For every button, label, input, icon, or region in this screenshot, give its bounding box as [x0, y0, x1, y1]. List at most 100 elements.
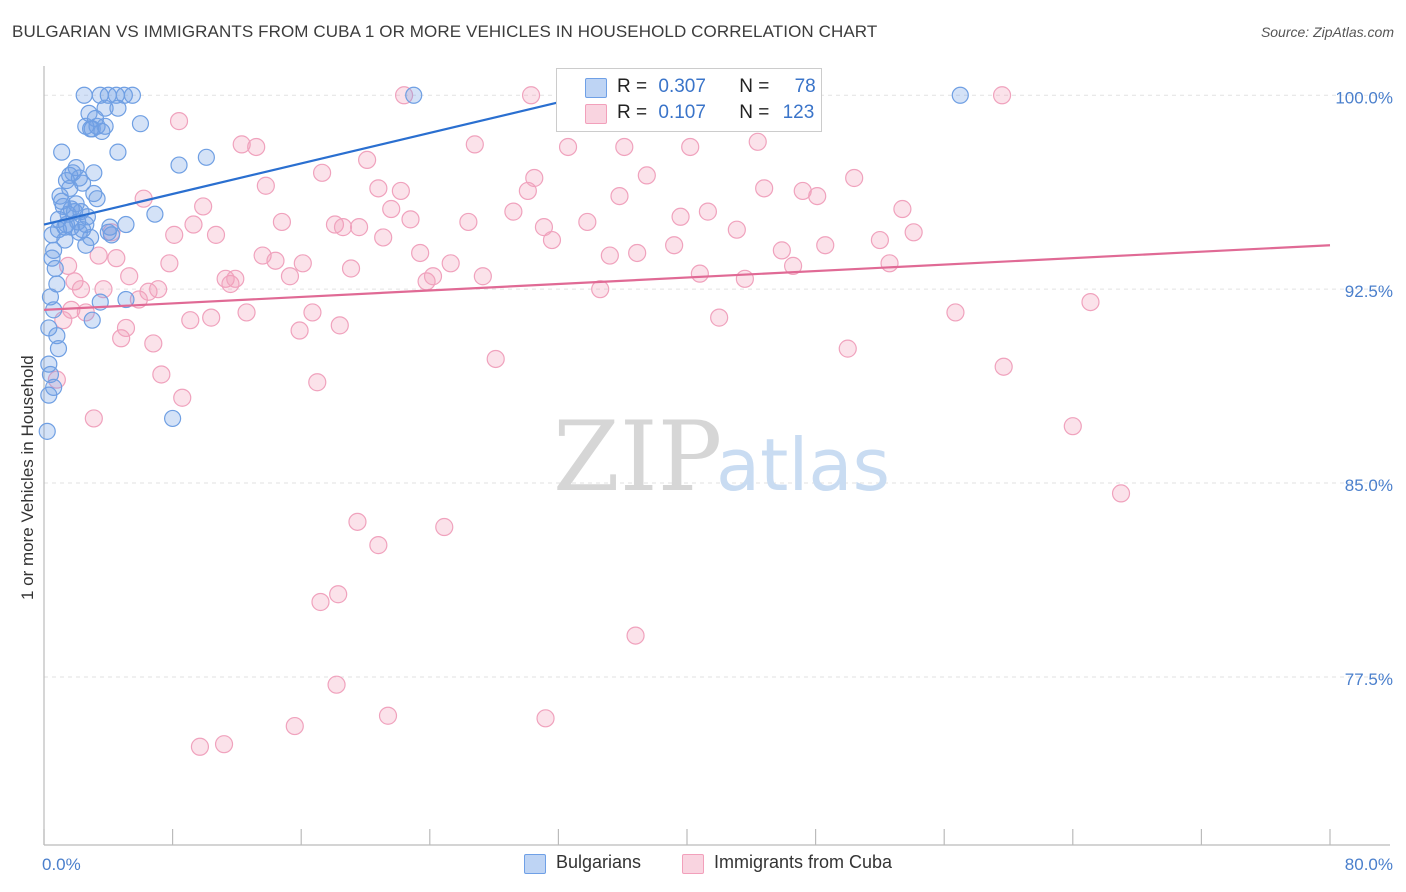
bottom-legend-swatch-bulgarians: [524, 854, 546, 874]
data-point-cuba: [329, 585, 348, 604]
data-point-cuba: [671, 207, 690, 226]
data-point-cuba: [84, 409, 103, 428]
data-point-cuba: [333, 218, 353, 237]
data-point-cuba: [665, 236, 684, 255]
data-point-cuba: [71, 280, 91, 299]
data-point-bulgarians: [53, 192, 71, 210]
axes: [43, 66, 1390, 846]
data-point-cuba: [266, 251, 285, 270]
data-point-cuba: [893, 199, 912, 219]
data-point-cuba: [285, 716, 304, 736]
y-tick-label: 85.0%: [1345, 476, 1393, 495]
data-point-cuba: [600, 246, 619, 265]
data-point-cuba: [1063, 417, 1082, 436]
legend-n-value-cuba: 123: [782, 102, 815, 123]
data-point-cuba: [558, 137, 578, 157]
data-point-bulgarians: [49, 340, 68, 358]
data-point-bulgarians: [117, 290, 135, 309]
bottom-legend-label-bulgarians: Bulgarians: [556, 852, 642, 872]
series-bulgarians-points: [38, 86, 969, 440]
data-point-cuba: [904, 223, 923, 242]
data-point-bulgarians: [40, 386, 58, 404]
data-point-cuba: [748, 132, 767, 151]
data-point-cuba: [256, 176, 275, 195]
tick-labels: 100.0% 92.5% 85.0% 77.5% 0.0% 80.0%: [42, 88, 1393, 874]
data-point-bulgarians: [96, 117, 114, 135]
data-point-bulgarians: [38, 422, 56, 440]
data-point-cuba: [214, 735, 234, 754]
data-point-bulgarians: [109, 143, 127, 161]
data-point-cuba: [152, 365, 171, 384]
data-point-bulgarians: [405, 86, 423, 104]
data-point-cuba: [473, 267, 492, 286]
data-point-cuba: [348, 512, 367, 531]
bottom-legend-swatch-cuba: [682, 854, 704, 874]
data-point-bulgarians: [85, 184, 103, 203]
trend-line-bulgarians: [43, 99, 567, 226]
data-point-cuba: [710, 308, 729, 327]
data-point-cuba: [382, 199, 401, 219]
y-tick-label: 100.0%: [1335, 88, 1393, 107]
data-point-cuba: [486, 349, 505, 369]
data-point-cuba: [349, 218, 369, 237]
legend-n-label: N =: [739, 102, 770, 123]
data-point-cuba: [374, 228, 393, 247]
data-point-bulgarians: [146, 205, 164, 223]
data-point-cuba: [870, 230, 890, 250]
data-point-cuba: [330, 316, 349, 335]
data-point-cuba: [94, 280, 113, 299]
data-point-cuba: [237, 303, 256, 322]
data-point-cuba: [690, 264, 709, 283]
data-point-cuba: [610, 186, 629, 206]
data-point-cuba: [591, 280, 610, 299]
data-point-cuba: [216, 269, 235, 288]
data-point-bulgarians: [88, 190, 106, 208]
data-point-cuba: [534, 218, 554, 237]
data-point-bulgarians: [48, 327, 66, 345]
x-tick-label-min: 0.0%: [42, 855, 81, 874]
legend-swatch-cuba: [585, 104, 607, 124]
data-point-cuba: [542, 230, 562, 250]
data-point-cuba: [369, 179, 388, 198]
data-point-cuba: [411, 243, 430, 263]
data-point-cuba: [112, 329, 131, 348]
data-point-cuba: [1111, 484, 1131, 503]
data-point-bulgarians: [53, 143, 71, 161]
data-point-cuba: [116, 318, 136, 338]
data-point-bulgarians: [85, 164, 103, 182]
data-point-cuba: [206, 225, 226, 244]
data-point-cuba: [793, 181, 812, 201]
data-point-cuba: [578, 212, 597, 232]
data-point-cuba: [160, 254, 179, 273]
data-point-bulgarians: [96, 99, 114, 117]
data-point-cuba: [149, 280, 168, 299]
data-point-bulgarians: [57, 171, 76, 190]
data-point-cuba: [1081, 292, 1100, 312]
data-point-bulgarians: [170, 156, 188, 174]
data-point-cuba: [120, 267, 139, 286]
data-point-cuba: [698, 202, 717, 221]
data-point-bulgarians: [117, 215, 135, 234]
data-point-cuba: [504, 202, 523, 221]
data-point-bulgarians: [101, 218, 119, 236]
data-point-cuba: [783, 256, 803, 275]
data-point-cuba: [308, 373, 327, 392]
data-point-bulgarians: [41, 365, 60, 384]
data-point-cuba: [369, 536, 388, 555]
data-point-cuba: [190, 737, 210, 756]
data-point-cuba: [312, 163, 332, 182]
source-label: Source: ZipAtlas.com: [1260, 24, 1394, 40]
bottom-legend-label-cuba: Immigrants from Cuba: [714, 852, 893, 872]
data-point-bulgarians: [43, 249, 61, 267]
series-cuba-points: [47, 86, 1131, 756]
data-point-bulgarians: [83, 311, 101, 329]
data-point-bulgarians: [109, 99, 127, 117]
data-point-cuba: [628, 243, 647, 263]
data-point-cuba: [435, 517, 454, 537]
watermark-zip: ZIP: [553, 401, 722, 513]
data-point-cuba: [303, 303, 322, 322]
data-point-cuba: [89, 246, 108, 265]
data-point-bulgarians: [164, 409, 182, 428]
data-point-bulgarians: [82, 120, 100, 138]
data-point-bulgarians: [70, 223, 88, 241]
